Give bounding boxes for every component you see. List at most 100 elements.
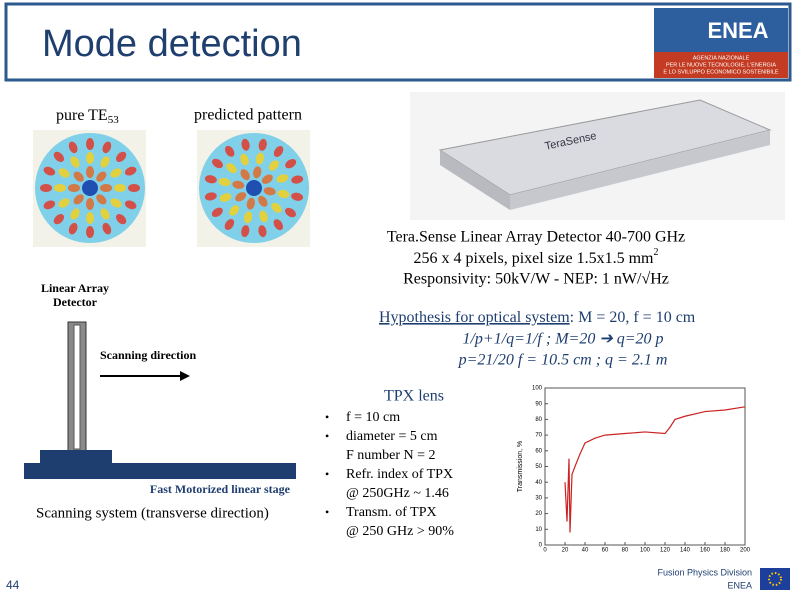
title: Mode detection: [42, 23, 302, 65]
superscript: 2: [653, 247, 658, 258]
lobe: [124, 200, 137, 210]
lobe: [224, 219, 235, 230]
lobe: [43, 166, 56, 176]
y-tick-label: 60: [535, 448, 542, 454]
x-tick-label: 200: [740, 548, 751, 554]
lobe: [86, 198, 94, 210]
lobe: [263, 187, 276, 196]
lobe: [219, 193, 232, 202]
lobe: [255, 152, 265, 165]
lobe: [116, 214, 127, 225]
lobe: [110, 198, 122, 208]
y-tick-label: 90: [535, 401, 542, 407]
lobe: [285, 207, 296, 218]
lobe: [243, 211, 253, 224]
lobe: [218, 177, 231, 187]
bullet-dot: •: [325, 467, 329, 481]
lobe: [110, 168, 122, 178]
lobe: [53, 214, 64, 225]
lobe: [226, 163, 237, 174]
lobe: [100, 156, 110, 168]
division: Fusion Physics Division: [657, 567, 752, 577]
detector-label: Linear Array: [41, 281, 109, 295]
lobe: [54, 184, 66, 192]
pattern-label: predicted pattern: [194, 107, 302, 124]
lobe: [211, 207, 223, 218]
logo-line: E LO SVILUPPO ECONOMICO SOSTENIBILE: [663, 69, 779, 75]
lobe: [258, 138, 267, 151]
lobe: [128, 184, 140, 192]
lobe: [240, 153, 249, 166]
text: 256 x 4 pixels, pixel size 1.5x1.5 mm: [414, 250, 655, 267]
plot-frame: [544, 387, 746, 546]
lobe: [258, 195, 268, 207]
lobe: [224, 145, 235, 157]
label: pure TE: [56, 107, 108, 124]
stage-label: Fast Motorized linear stage: [150, 482, 291, 496]
caption: Scanning system (transverse direction): [36, 505, 269, 521]
lobe: [40, 184, 52, 192]
lobe: [102, 222, 112, 235]
rest: : M = 20, f = 10 cm: [570, 309, 696, 326]
lobe: [43, 200, 56, 210]
eu-stars: [768, 572, 782, 586]
lobe: [261, 174, 273, 184]
equation: p=21/20 f = 10.5 cm ; q = 2.1 m: [458, 352, 668, 369]
page-number: 44: [6, 578, 20, 592]
y-tick-label: 50: [535, 464, 542, 470]
lobe: [86, 152, 94, 164]
lens-title: TPX lens: [384, 388, 444, 405]
bullet-text: f = 10 cm: [346, 410, 400, 425]
head: Hypothesis for optical system: [379, 309, 570, 326]
lobe: [70, 208, 80, 220]
detector-text: Responsivity: 50kV/W - NEP: 1 nW/√Hz: [403, 271, 669, 288]
logo-band: [654, 52, 788, 78]
x-tick-label: 180: [720, 548, 731, 554]
lobe: [96, 171, 107, 182]
predicted-pattern: [199, 133, 309, 243]
detector-text: 256 x 4 pixels, pixel size 1.5x1.5 mm2: [414, 247, 659, 266]
y-tick-label: 0: [539, 543, 543, 549]
device-side: [440, 150, 510, 210]
lobe: [53, 151, 64, 162]
x-tick-label: 120: [660, 548, 671, 554]
x-tick-label: 60: [602, 548, 609, 554]
lobe: [116, 151, 127, 162]
lobe: [204, 175, 217, 184]
lobe: [73, 171, 84, 182]
lobe: [58, 198, 70, 208]
logo-name: ENEA: [707, 18, 768, 43]
lobe: [68, 141, 78, 154]
lobe: [277, 189, 290, 199]
bullet-dot: •: [325, 505, 329, 519]
y-tick-label: 80: [535, 417, 542, 423]
core: [246, 180, 262, 196]
lobe: [271, 202, 282, 213]
lobe: [70, 156, 80, 168]
core: [82, 180, 98, 196]
bullet-text: diameter = 5 cm: [346, 429, 438, 444]
pattern-label: pure TE53: [56, 107, 119, 126]
lobe: [68, 184, 80, 192]
y-tick-label: 100: [532, 386, 543, 392]
lobe: [235, 192, 247, 202]
lobe: [96, 194, 107, 205]
lobe: [100, 208, 110, 220]
lobe: [86, 226, 94, 238]
detector-text: Tera.Sense Linear Array Detector 40-700 …: [387, 229, 685, 246]
x-tick-label: 0: [543, 548, 547, 554]
hypothesis: Hypothesis for optical system: M = 20, f…: [379, 309, 696, 326]
equation: 1/p+1/q=1/f ; M=20 ➔ q=20 p: [462, 331, 663, 348]
detector-slot: [73, 324, 81, 450]
lobe: [241, 138, 250, 151]
y-axis-label: Transmission, %: [517, 441, 524, 492]
x-tick-label: 20: [562, 548, 569, 554]
lobe: [291, 175, 304, 184]
lobe: [58, 168, 70, 178]
lobe: [240, 169, 250, 181]
bullet-dot: •: [325, 429, 329, 443]
bullet-dot: •: [325, 410, 329, 424]
lobe: [276, 174, 289, 183]
lobe: [212, 158, 223, 169]
